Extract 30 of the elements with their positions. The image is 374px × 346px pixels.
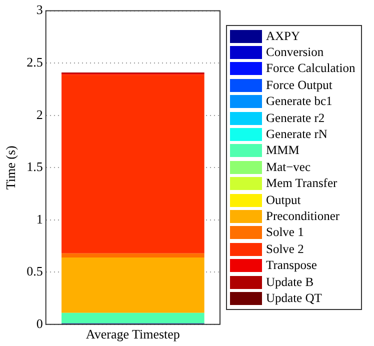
legend-label: Force Calculation xyxy=(266,61,356,76)
legend-label: Solve 1 xyxy=(266,225,304,240)
y-tick-label: 2.5 xyxy=(26,54,43,70)
legend-label: Preconditioner xyxy=(266,208,340,224)
y-tick-label: 1.5 xyxy=(26,159,43,174)
y-tick-label: 2 xyxy=(36,106,43,122)
x-tick-label: Average Timestep xyxy=(86,326,180,342)
bar xyxy=(62,74,204,254)
bar xyxy=(62,253,204,258)
legend-label: Conversion xyxy=(266,45,324,60)
y-tick-label: 1 xyxy=(36,211,43,226)
legend-label: Update QT xyxy=(266,290,322,306)
legend-label: Generate r2 xyxy=(266,110,325,126)
legend-label: Generate bc1 xyxy=(266,94,332,110)
legend-label: Force Output xyxy=(266,78,332,93)
legend-label: Generate rN xyxy=(266,127,328,142)
y-tick-label: 0.5 xyxy=(26,264,43,279)
legend-label: Mem Transfer xyxy=(266,176,338,192)
bar xyxy=(62,258,204,313)
legend-label: Mat−vec xyxy=(266,160,311,175)
legend-label: Update B xyxy=(266,274,314,290)
legend-label: Output xyxy=(266,192,301,208)
legend-label: Transpose xyxy=(266,258,317,274)
legend-label: MMM xyxy=(266,143,300,158)
y-axis-title: Time (s) xyxy=(3,146,18,190)
y-tick-label: 0 xyxy=(36,316,43,331)
legend-label: AXPY xyxy=(266,28,300,44)
y-tick-label: 3 xyxy=(36,2,43,18)
legend-label: Solve 2 xyxy=(266,242,304,257)
bar xyxy=(62,312,204,324)
